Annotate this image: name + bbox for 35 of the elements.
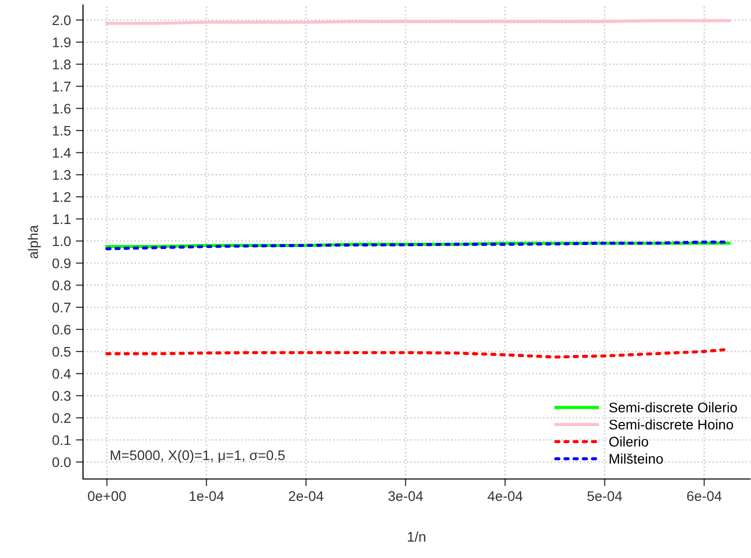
y-tick-label: 0.3 — [52, 391, 71, 401]
legend-label: Milšteino — [610, 454, 663, 464]
x-tick-label: 0e+00 — [88, 491, 126, 502]
y-tick-label: 1.4 — [52, 148, 71, 158]
y-tick-label: 0.5 — [52, 346, 71, 357]
y-tick-label: 1.9 — [52, 37, 71, 48]
x-tick-label: 2e-04 — [288, 491, 324, 502]
y-tick-label: 1.7 — [52, 82, 70, 92]
y-tick-label: 1.3 — [52, 170, 71, 180]
y-tick-label: 2.0 — [52, 15, 71, 26]
legend-label: Oilerio — [609, 436, 648, 447]
y-tick-label: 1.6 — [52, 104, 71, 114]
x-tick-label: 6e-04 — [687, 491, 722, 502]
x-tick-label: 5e-04 — [587, 491, 622, 502]
y-tick-label: 1.0 — [52, 236, 71, 246]
y-tick-label: 0.2 — [52, 413, 70, 423]
y-tick-label: 0.0 — [52, 457, 71, 468]
legend-label: Semi-discrete Oilerio — [609, 402, 737, 412]
y-tick-label: 1.2 — [52, 192, 70, 202]
annotation: M=5000, X(0)=1, μ=1, σ=0.5 — [110, 450, 285, 463]
x-tick-label: 1e-04 — [190, 491, 224, 502]
y-tick-label: 1.1 — [52, 214, 71, 224]
y-tick-label: 0.6 — [52, 324, 71, 335]
y-tick-label: 0.8 — [52, 280, 71, 290]
x-tick-label: 3e-04 — [388, 491, 423, 502]
y-tick-label: 1.5 — [52, 126, 71, 136]
legend-label: Semi-discrete Hoino — [609, 419, 734, 430]
y-axis-title: alpha — [28, 225, 41, 258]
x-axis-title: 1/n — [408, 532, 426, 542]
y-tick-label: 0.1 — [52, 435, 71, 446]
x-tick-label: 4e-04 — [488, 491, 522, 502]
y-tick-label: 0.4 — [52, 368, 71, 379]
y-tick-label: 1.8 — [52, 60, 71, 70]
y-tick-label: 0.7 — [52, 302, 70, 312]
y-tick-label: 0.9 — [52, 258, 71, 268]
